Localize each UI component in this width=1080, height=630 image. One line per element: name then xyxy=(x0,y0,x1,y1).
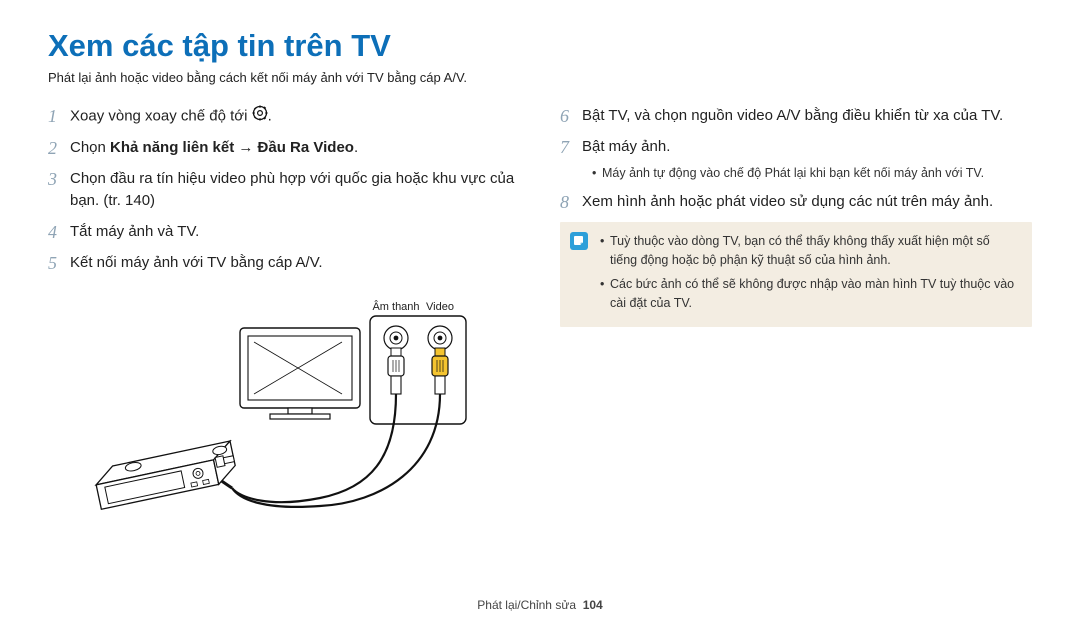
av-port-panel: Âm thanh Video xyxy=(370,300,466,424)
step-4: 4 Tắt máy ảnh và TV. xyxy=(48,221,520,244)
page-footer: Phát lại/Chỉnh sửa 104 xyxy=(0,598,1080,612)
step-text-suffix: . xyxy=(268,108,272,125)
page-title: Xem các tập tin trên TV xyxy=(48,28,1032,64)
right-column: 6 Bật TV, và chọn nguồn video A/V bằng đ… xyxy=(560,105,1032,533)
step-3: 3 Chọn đầu ra tín hiệu video phù hợp với… xyxy=(48,168,520,213)
step-8: 8 Xem hình ảnh hoặc phát video sử dụng c… xyxy=(560,191,1032,214)
note-item: Các bức ảnh có thể sẽ không được nhập và… xyxy=(600,275,1020,314)
step-2: 2 Chọn Khả năng liên kết → Đầu Ra Video. xyxy=(48,137,520,160)
note-box: Tuỳ thuộc vào dòng TV, bạn có thể thấy k… xyxy=(560,222,1032,328)
step-text: Chọn đầu ra tín hiệu video phù hợp với q… xyxy=(70,168,520,213)
step-text-span: Xoay vòng xoay chế độ tới xyxy=(70,108,247,125)
step-7: 7 Bật máy ảnh. xyxy=(560,136,1032,159)
audio-port-label: Âm thanh xyxy=(372,300,419,313)
step-number: 2 xyxy=(48,137,70,160)
step-7-sub: Máy ảnh tự động vào chế độ Phát lại khi … xyxy=(592,164,1032,183)
footer-section: Phát lại/Chỉnh sửa xyxy=(477,598,576,612)
footer-page-number: 104 xyxy=(583,598,603,612)
camera-icon xyxy=(93,441,238,509)
step-1: 1 Xoay vòng xoay chế độ tới xyxy=(48,105,520,129)
note-icon xyxy=(570,232,588,250)
tv-icon xyxy=(240,328,360,419)
page-subtitle: Phát lại ảnh hoặc video bằng cách kết nố… xyxy=(48,70,1032,85)
step-number: 6 xyxy=(560,105,582,128)
step-5: 5 Kết nối máy ảnh với TV bằng cáp A/V. xyxy=(48,252,520,275)
step-text: Chọn Khả năng liên kết → Đầu Ra Video. xyxy=(70,137,520,160)
step-text: Bật máy ảnh. xyxy=(582,136,1032,159)
step-number: 1 xyxy=(48,105,70,128)
step-text: Bật TV, và chọn nguồn video A/V bằng điề… xyxy=(582,105,1032,128)
step-number: 4 xyxy=(48,221,70,244)
step-6: 6 Bật TV, và chọn nguồn video A/V bằng đ… xyxy=(560,105,1032,128)
step-number: 7 xyxy=(560,136,582,159)
step-number: 5 xyxy=(48,252,70,275)
left-column: 1 Xoay vòng xoay chế độ tới xyxy=(48,105,520,533)
step-number: 8 xyxy=(560,191,582,214)
gear-icon xyxy=(252,105,268,129)
connection-diagram: Âm thanh Video xyxy=(70,288,520,533)
step-text: Xoay vòng xoay chế độ tới xyxy=(70,105,520,129)
video-port-label: Video xyxy=(426,301,454,313)
step-text: Tắt máy ảnh và TV. xyxy=(70,221,520,244)
step-text: Kết nối máy ảnh với TV bằng cáp A/V. xyxy=(70,252,520,275)
note-item: Tuỳ thuộc vào dòng TV, bạn có thể thấy k… xyxy=(600,232,1020,271)
step-text: Xem hình ảnh hoặc phát video sử dụng các… xyxy=(582,191,1032,214)
step-number: 3 xyxy=(48,168,70,191)
